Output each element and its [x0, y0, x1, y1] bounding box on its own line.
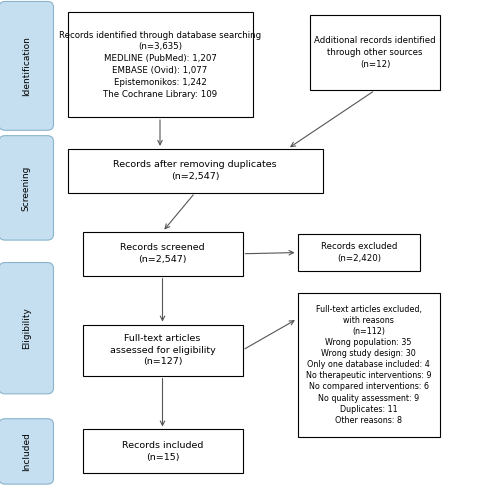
FancyBboxPatch shape [0, 419, 54, 484]
Text: Eligibility: Eligibility [22, 307, 31, 349]
FancyBboxPatch shape [298, 293, 440, 437]
Text: Included: Included [22, 432, 31, 471]
FancyBboxPatch shape [82, 232, 242, 276]
Text: Full-text articles
assessed for eligibility
(n=127): Full-text articles assessed for eligibil… [110, 334, 216, 366]
FancyBboxPatch shape [0, 263, 54, 394]
Text: Records after removing duplicates
(n=2,547): Records after removing duplicates (n=2,5… [113, 161, 277, 181]
Text: Records screened
(n=2,547): Records screened (n=2,547) [120, 244, 205, 264]
FancyBboxPatch shape [68, 149, 322, 193]
Text: Additional records identified
through other sources
(n=12): Additional records identified through ot… [314, 36, 436, 69]
Text: Screening: Screening [22, 165, 31, 210]
FancyBboxPatch shape [68, 12, 252, 117]
Text: Full-text articles excluded,
with reasons
(n=112)
Wrong population: 35
Wrong stu: Full-text articles excluded, with reason… [306, 305, 432, 425]
Text: Records included
(n=15): Records included (n=15) [122, 441, 203, 462]
FancyBboxPatch shape [82, 325, 242, 376]
Text: Identification: Identification [22, 36, 31, 96]
FancyBboxPatch shape [0, 1, 54, 130]
Text: Records excluded
(n=2,420): Records excluded (n=2,420) [320, 242, 397, 263]
FancyBboxPatch shape [298, 234, 420, 271]
FancyBboxPatch shape [310, 15, 440, 90]
FancyBboxPatch shape [0, 136, 54, 240]
FancyBboxPatch shape [82, 429, 242, 473]
Text: Records identified through database searching
(n=3,635)
MEDLINE (PubMed): 1,207
: Records identified through database sear… [59, 31, 261, 99]
